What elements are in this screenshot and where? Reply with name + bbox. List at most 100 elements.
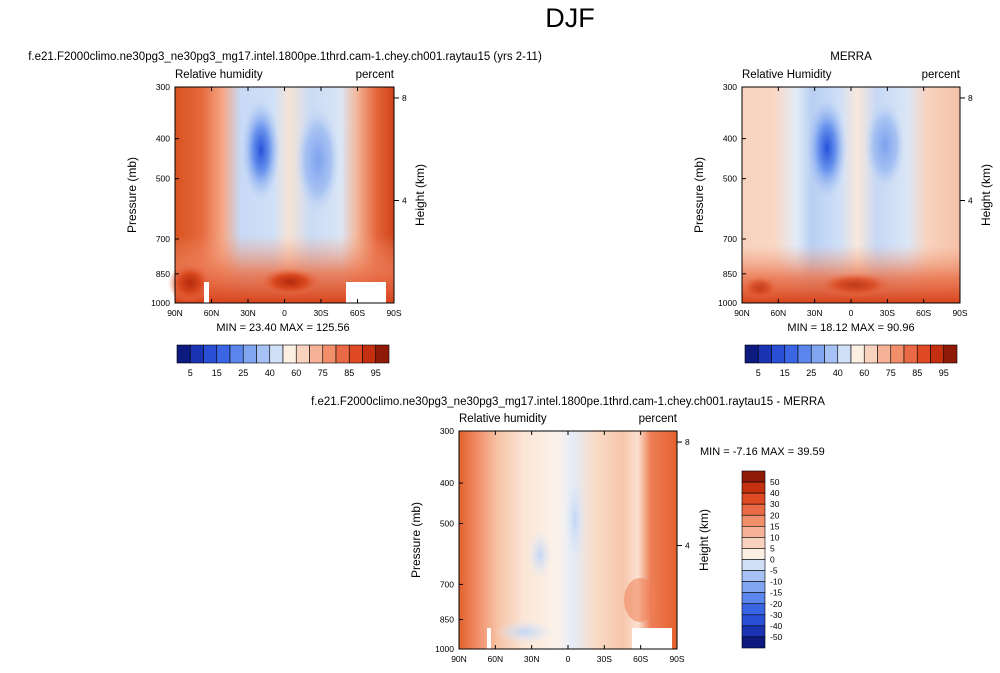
panel-merra-y2label: Height (km) — [979, 164, 993, 226]
x-tick-label: 60N — [204, 308, 220, 318]
y2-tick-label: 4 — [685, 541, 690, 551]
y-tick-label: 500 — [440, 518, 454, 528]
colorbar-swatch — [229, 344, 244, 364]
colorbar-swatch — [282, 344, 297, 364]
colorbar-label: 85 — [344, 368, 354, 378]
colorbar-swatch — [256, 344, 271, 364]
panel-model-right-label: percent — [356, 69, 395, 81]
colorbar-swatch — [322, 344, 337, 364]
colorbar-label: -15 — [770, 588, 783, 598]
colorbar-label: 40 — [833, 368, 843, 378]
colorbar-swatch — [269, 344, 284, 364]
y-tick-label: 850 — [156, 269, 170, 279]
y-tick-label: 700 — [723, 234, 737, 244]
colorbar-swatch — [348, 344, 363, 364]
colorbar-swatch — [741, 548, 766, 560]
colorbar-label: 75 — [886, 368, 896, 378]
y2-tick-label: 4 — [968, 195, 973, 205]
colorbar-swatch — [741, 603, 766, 616]
colorbar-label: 50 — [770, 477, 780, 487]
x-tick-label: 30N — [807, 308, 823, 318]
y-tick-label: 1000 — [718, 298, 737, 308]
y-tick-label: 850 — [440, 615, 454, 625]
colorbar-swatch — [741, 581, 766, 593]
colorbar-swatch — [375, 344, 390, 364]
y-tick-label: 500 — [723, 174, 737, 184]
colorbar-label: -5 — [770, 566, 778, 576]
colorbar-label: -10 — [770, 577, 783, 587]
colorbar-swatch — [741, 625, 766, 638]
colorbar-swatch — [850, 344, 865, 364]
panel-model-y2label: Height (km) — [413, 164, 427, 226]
colorbar-swatch — [784, 344, 799, 364]
colorbar-swatch — [903, 344, 918, 364]
y2-tick-label: 8 — [968, 93, 973, 103]
colorbar-swatch — [741, 481, 766, 494]
y-tick-label: 1000 — [435, 644, 454, 654]
colorbar-swatch — [741, 559, 766, 571]
colorbar-swatch — [930, 344, 945, 364]
colorbar-swatch — [837, 344, 852, 364]
x-tick-label: 60S — [633, 654, 648, 664]
panel-model: f.e21.F2000climo.ne30pg3_ne30pg3_mg17.in… — [28, 51, 542, 334]
colorbar-swatch — [741, 570, 766, 582]
x-tick-label: 90S — [669, 654, 684, 664]
colorbar-label: 25 — [238, 368, 248, 378]
colorbar-swatch — [741, 614, 766, 627]
panel-model-ylabel: Pressure (mb) — [125, 157, 139, 233]
colorbar-swatch — [216, 344, 231, 364]
colorbar-label: 85 — [912, 368, 922, 378]
colorbar-label: 40 — [770, 488, 780, 498]
x-tick-label: 90S — [386, 308, 401, 318]
y-tick-label: 400 — [156, 134, 170, 144]
colorbar-swatch — [741, 514, 766, 527]
y-tick-label: 400 — [440, 478, 454, 488]
colorbar-swatch — [189, 344, 204, 364]
y-tick-label: 300 — [440, 426, 454, 436]
x-tick-label: 30N — [524, 654, 540, 664]
colorbar-swatch — [916, 344, 931, 364]
colorbar-label: 10 — [770, 532, 780, 542]
colorbar-swatch — [362, 344, 377, 364]
panel-diff-y2label: Height (km) — [697, 509, 711, 571]
colorbar-swatch — [863, 344, 878, 364]
panel-merra-left-label: Relative Humidity — [742, 69, 832, 81]
y-tick-label: 400 — [723, 134, 737, 144]
panel-diff-field — [459, 431, 677, 649]
x-tick-label: 0 — [282, 308, 287, 318]
colorbar-label: 5 — [188, 368, 193, 378]
colorbar-swatch — [890, 344, 905, 364]
x-tick-label: 30S — [880, 308, 895, 318]
panel-diff-minmax: MIN = -7.16 MAX = 39.59 — [700, 446, 825, 458]
colorbar-swatch — [741, 636, 766, 649]
x-tick-label: 90S — [952, 308, 967, 318]
panel-model-minmax: MIN = 23.40 MAX = 125.56 — [216, 322, 349, 334]
panel-diff-axes: 90N 60N 30N 0 30S 60S 90S 300 400 500 700 850 1000 8 4 — [435, 426, 690, 664]
panel-model-left-label: Relative humidity — [175, 69, 263, 81]
panel-diff-left-label: Relative humidity — [459, 413, 547, 425]
panel-model-title: f.e21.F2000climo.ne30pg3_ne30pg3_mg17.in… — [28, 51, 542, 63]
colorbar-label: 5 — [770, 543, 775, 553]
y-tick-label: 700 — [440, 579, 454, 589]
colorbar-label: 20 — [770, 510, 780, 520]
colorbar-swatch — [741, 503, 766, 516]
colorbar-swatch — [741, 537, 766, 549]
colorbar-label: 0 — [770, 555, 775, 565]
panel-merra-minmax: MIN = 18.12 MAX = 90.96 — [787, 322, 914, 334]
colorbar-swatch — [797, 344, 812, 364]
x-tick-label: 60S — [350, 308, 365, 318]
colorbar-label: 5 — [756, 368, 761, 378]
x-tick-label: 30N — [240, 308, 256, 318]
x-tick-label: 30S — [313, 308, 328, 318]
y2-tick-label: 8 — [402, 93, 407, 103]
colorbar-label: -20 — [770, 599, 783, 609]
colorbar-label: 15 — [780, 368, 790, 378]
colorbar-label: 30 — [770, 499, 780, 509]
y-tick-label: 850 — [723, 269, 737, 279]
x-tick-label: 60N — [771, 308, 787, 318]
x-tick-label: 90N — [451, 654, 467, 664]
panel-model-field — [168, 87, 394, 303]
colorbar-swatch — [771, 344, 786, 364]
colorbar-label: 15 — [212, 368, 222, 378]
